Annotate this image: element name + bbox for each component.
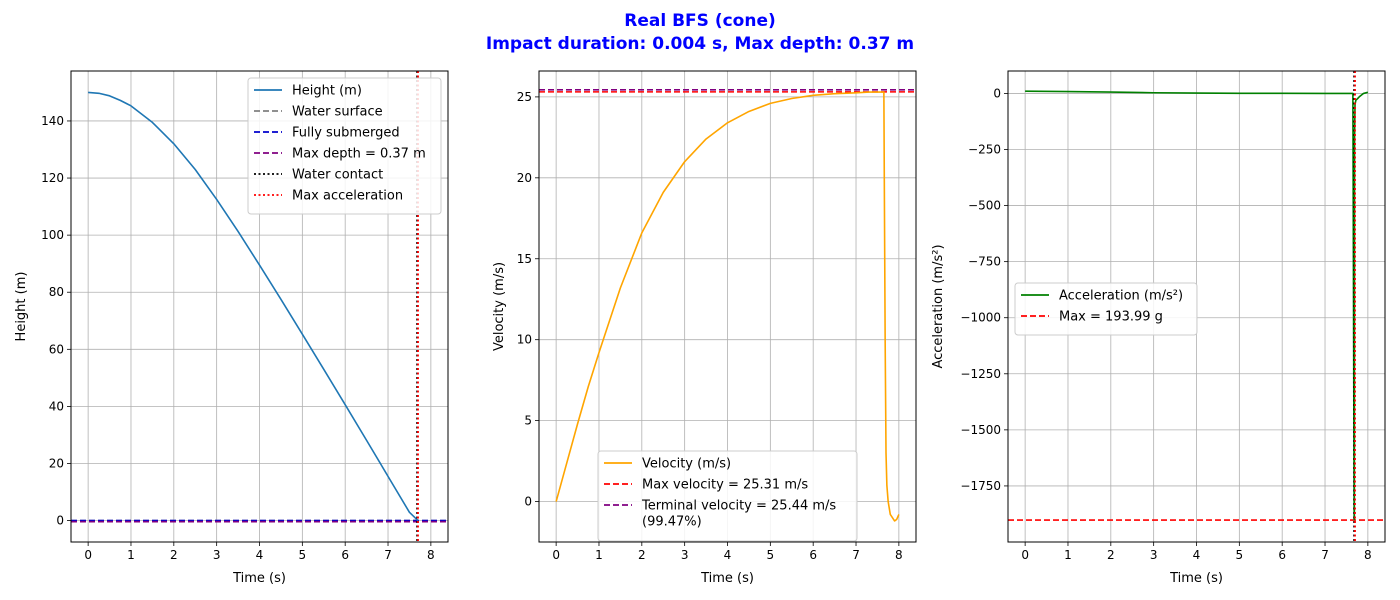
x-axis-label: Time (s) — [1169, 571, 1223, 586]
x-tick-label: 3 — [1150, 548, 1158, 562]
legend-label: Fully submerged — [292, 126, 400, 141]
legend-label-cont: (99.47%) — [642, 515, 702, 530]
x-tick-label: 6 — [341, 548, 349, 562]
legend-box — [247, 77, 442, 215]
y-tick-label: 140 — [41, 114, 64, 128]
y-tick-label: −1750 — [960, 479, 1001, 493]
y-tick-label: 0 — [56, 514, 64, 528]
x-tick-label: 0 — [552, 548, 560, 562]
x-tick-label: 2 — [170, 548, 178, 562]
x-tick-label: 7 — [1321, 548, 1329, 562]
series-line — [555, 91, 900, 522]
legend-label: Max depth = 0.37 m — [292, 147, 426, 162]
y-tick-label: 15 — [517, 252, 532, 266]
legend-label: Water surface — [292, 105, 383, 120]
legend-label: Water contact — [292, 168, 383, 183]
y-axis-label: Height (m) — [14, 272, 29, 342]
x-tick-label: 1 — [595, 548, 603, 562]
x-tick-label: 7 — [384, 548, 392, 562]
x-tick-label: 8 — [427, 548, 435, 562]
x-tick-label: 2 — [1107, 548, 1115, 562]
x-axis-label: Time (s) — [232, 571, 286, 586]
legend-label: Velocity (m/s) — [642, 457, 731, 472]
x-axis-label: Time (s) — [700, 571, 754, 586]
x-tick-label: 5 — [299, 548, 307, 562]
y-tick-label: 100 — [41, 228, 64, 242]
y-tick-label: 0 — [993, 86, 1001, 100]
x-tick-label: 3 — [213, 548, 221, 562]
legend-label: Max acceleration — [292, 189, 403, 204]
y-tick-label: 20 — [49, 457, 64, 471]
plot-area — [1008, 71, 1385, 542]
legend-label: Max = 193.99 g — [1059, 310, 1163, 325]
x-tick-label: 5 — [767, 548, 775, 562]
y-tick-label: 20 — [517, 171, 532, 185]
y-tick-label: 80 — [49, 285, 64, 299]
series-line — [88, 91, 419, 522]
x-tick-label: 4 — [256, 548, 264, 562]
figure-title-line2: Impact duration: 0.004 s, Max depth: 0.3… — [486, 34, 914, 54]
x-tick-label: 7 — [852, 548, 860, 562]
y-tick-label: −1250 — [960, 367, 1001, 381]
legend: Height (m) Water surface Fully submerged Ma… — [247, 77, 442, 215]
x-tick-label: 3 — [681, 548, 689, 562]
y-axis-label: Acceleration (m/s²) — [931, 244, 946, 368]
x-tick-label: 4 — [1193, 548, 1201, 562]
y-tick-label: −1000 — [960, 311, 1001, 325]
velocity-chart: 0 1 2 3 4 5 6 7 8 0 5 10 15 20 25 Time (s) Velocity (m/s… — [492, 70, 917, 586]
legend-box — [1014, 282, 1198, 336]
y-tick-label: −250 — [968, 143, 1001, 157]
x-tick-label: 1 — [127, 548, 135, 562]
y-tick-label: 25 — [517, 90, 532, 104]
x-tick-label: 2 — [638, 548, 646, 562]
legend-label: Height (m) — [292, 84, 362, 99]
figure-title-line1: Real BFS (cone) — [624, 11, 776, 31]
y-tick-label: −500 — [968, 199, 1001, 213]
legend: Velocity (m/s) Max velocity = 25.31 m/s Te… — [597, 450, 858, 542]
plot-area — [539, 88, 916, 522]
legend-label: Max velocity = 25.31 m/s — [642, 478, 808, 493]
y-tick-label: 120 — [41, 171, 64, 185]
x-tick-label: 5 — [1236, 548, 1244, 562]
y-tick-label: 5 — [524, 414, 532, 428]
legend: Acceleration (m/s²) Max = 193.99 g — [1014, 282, 1198, 336]
y-axis-label: Velocity (m/s) — [492, 262, 507, 351]
x-tick-label: 6 — [1278, 548, 1286, 562]
x-tick-label: 1 — [1064, 548, 1072, 562]
y-tick-label: −750 — [968, 255, 1001, 269]
x-tick-label: 8 — [895, 548, 903, 562]
x-tick-label: 8 — [1364, 548, 1372, 562]
x-tick-label: 4 — [724, 548, 732, 562]
acceleration-chart: 0 1 2 3 4 5 6 7 8 0 −250 −500 −750 −1000 −1250 −1500 −17… — [931, 70, 1386, 586]
y-tick-label: 0 — [524, 495, 532, 509]
x-tick-label: 0 — [1021, 548, 1029, 562]
x-tick-label: 6 — [809, 548, 817, 562]
x-tick-label: 0 — [84, 548, 92, 562]
y-tick-label: −1500 — [960, 423, 1001, 437]
legend-label: Terminal velocity = 25.44 m/s — [641, 499, 836, 514]
y-tick-label: 10 — [517, 333, 532, 347]
y-tick-label: 40 — [49, 399, 64, 413]
y-tick-label: 60 — [49, 342, 64, 356]
legend-label: Acceleration (m/s²) — [1059, 289, 1183, 304]
legend-box — [597, 450, 858, 542]
